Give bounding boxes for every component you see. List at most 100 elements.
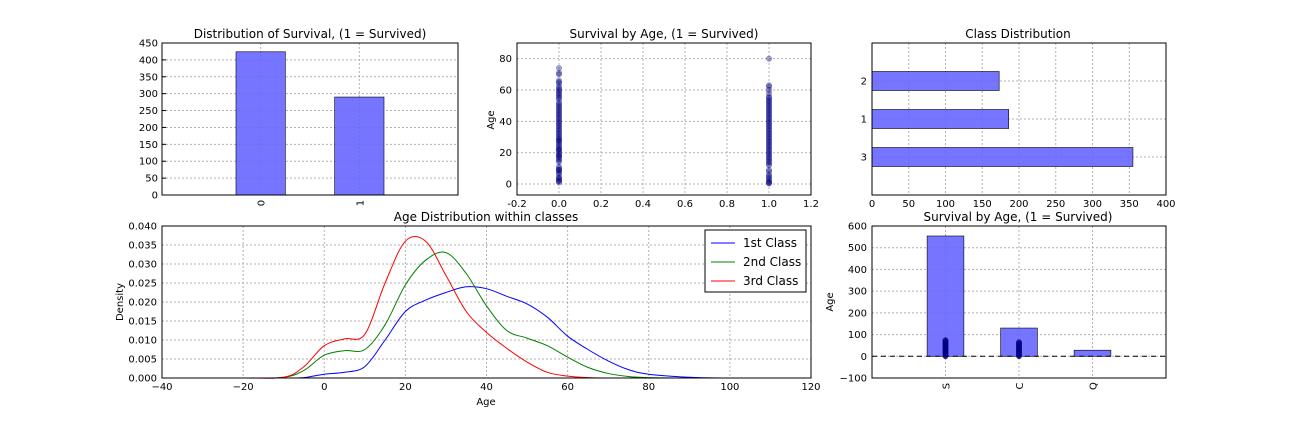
- data-point: [555, 177, 563, 184]
- y-tick-label: 3: [861, 153, 867, 164]
- x-tick-label: 120: [801, 382, 820, 393]
- data-point: [765, 166, 773, 173]
- x-tick-label: -0.2: [507, 199, 527, 210]
- y-tick-label: 400: [139, 55, 158, 66]
- chart-title: Survival by Age, (1 = Survived): [924, 210, 1113, 224]
- y-tick-label: 350: [139, 72, 158, 83]
- data-point: [765, 171, 773, 178]
- y-tick-label: 2: [861, 77, 867, 88]
- data-point: [765, 108, 773, 115]
- data-point: [765, 119, 773, 126]
- survival-distribution-panel: Distribution of Survival, (1 = Survived)…: [139, 27, 459, 206]
- data-point: [555, 179, 563, 186]
- chart-title: Age Distribution within classes: [394, 210, 578, 224]
- bar: [1073, 349, 1112, 357]
- y-tick-label: 0.040: [128, 222, 157, 233]
- chart-title: Distribution of Survival, (1 = Survived): [194, 27, 427, 41]
- data-point: [555, 116, 563, 123]
- data-point: [765, 105, 773, 112]
- data-point: [555, 115, 563, 122]
- data-point: [765, 86, 773, 94]
- x-tick-label: 0.2: [593, 199, 609, 210]
- x-tick-label: 40: [480, 382, 493, 393]
- axes-frame: [161, 225, 812, 379]
- y-tick-label: 0: [861, 352, 867, 363]
- data-point: [765, 159, 773, 166]
- data-point: [555, 166, 563, 173]
- x-tick-label: 0: [321, 382, 327, 393]
- data-point: [555, 124, 563, 131]
- data-point: [555, 93, 563, 100]
- x-tick-label: 250: [1046, 199, 1065, 210]
- data-point: [765, 96, 773, 103]
- data-point: [765, 129, 773, 136]
- data-point: [555, 137, 563, 144]
- data-point: [765, 127, 773, 134]
- x-tick-label: 0.8: [719, 199, 735, 210]
- data-point: [765, 90, 773, 97]
- data-point: [1016, 339, 1022, 346]
- x-tick-label: 200: [1009, 199, 1028, 210]
- data-point: [765, 168, 773, 175]
- data-point: [765, 104, 773, 111]
- data-point: [765, 110, 773, 117]
- y-tick-label: 0: [152, 191, 158, 202]
- data-point: [555, 83, 563, 90]
- x-axis-label: Age: [476, 397, 495, 408]
- y-tick-label: 0.005: [128, 355, 157, 366]
- y-tick-label: 150: [139, 140, 158, 151]
- data-point: [765, 140, 773, 147]
- data-point: [765, 157, 773, 164]
- x-tick-label: 350: [1120, 199, 1139, 210]
- bar: [235, 51, 286, 196]
- data-point: [765, 126, 773, 133]
- data-point: [555, 157, 563, 164]
- data-point: [555, 177, 563, 184]
- class-distribution-panel: Class Distribution 0 50 100 150 200 250 300 350…: [861, 27, 1176, 210]
- data-point: [765, 155, 773, 163]
- data-point: [555, 79, 563, 86]
- data-point: [555, 146, 563, 153]
- bar: [871, 71, 1000, 91]
- data-point: [555, 90, 563, 97]
- data-point: [765, 138, 773, 145]
- y-tick-label: 40: [499, 117, 512, 128]
- data-point: [555, 107, 563, 114]
- data-point: [765, 149, 773, 156]
- data-point: [555, 146, 563, 153]
- x-tick-label: 50: [902, 199, 915, 210]
- y-tick-label: 80: [499, 54, 512, 65]
- bar: [334, 96, 385, 196]
- y-tick-label: 1: [861, 115, 867, 126]
- data-point: [765, 179, 773, 186]
- data-point: [555, 132, 563, 139]
- data-point: [555, 166, 563, 173]
- x-tick-label: 300: [1083, 199, 1102, 210]
- data-point: [555, 143, 563, 150]
- data-point: [555, 152, 563, 159]
- y-tick-label: 100: [139, 157, 158, 168]
- data-point: [555, 119, 563, 126]
- data-point: [765, 174, 773, 181]
- data-point: [555, 99, 563, 106]
- data-point: [555, 151, 563, 158]
- data-point: [765, 176, 773, 183]
- x-tick-label: 400: [1156, 199, 1175, 210]
- data-point: [765, 93, 773, 100]
- data-point: [765, 132, 773, 139]
- legend-label: 1st Class: [743, 236, 797, 250]
- chart-title: Class Distribution: [965, 27, 1070, 41]
- data-point: [555, 133, 563, 141]
- data-point: [555, 118, 563, 125]
- data-point: [555, 129, 563, 136]
- y-tick-label: 0.020: [128, 298, 157, 309]
- bar: [926, 235, 965, 357]
- data-point: [555, 144, 563, 152]
- data-point: [765, 180, 773, 187]
- x-tick-label: 100: [936, 199, 955, 210]
- y-tick-label: 600: [848, 222, 867, 233]
- data-point: [765, 133, 773, 141]
- data-point: [555, 176, 563, 183]
- data-point: [942, 337, 949, 344]
